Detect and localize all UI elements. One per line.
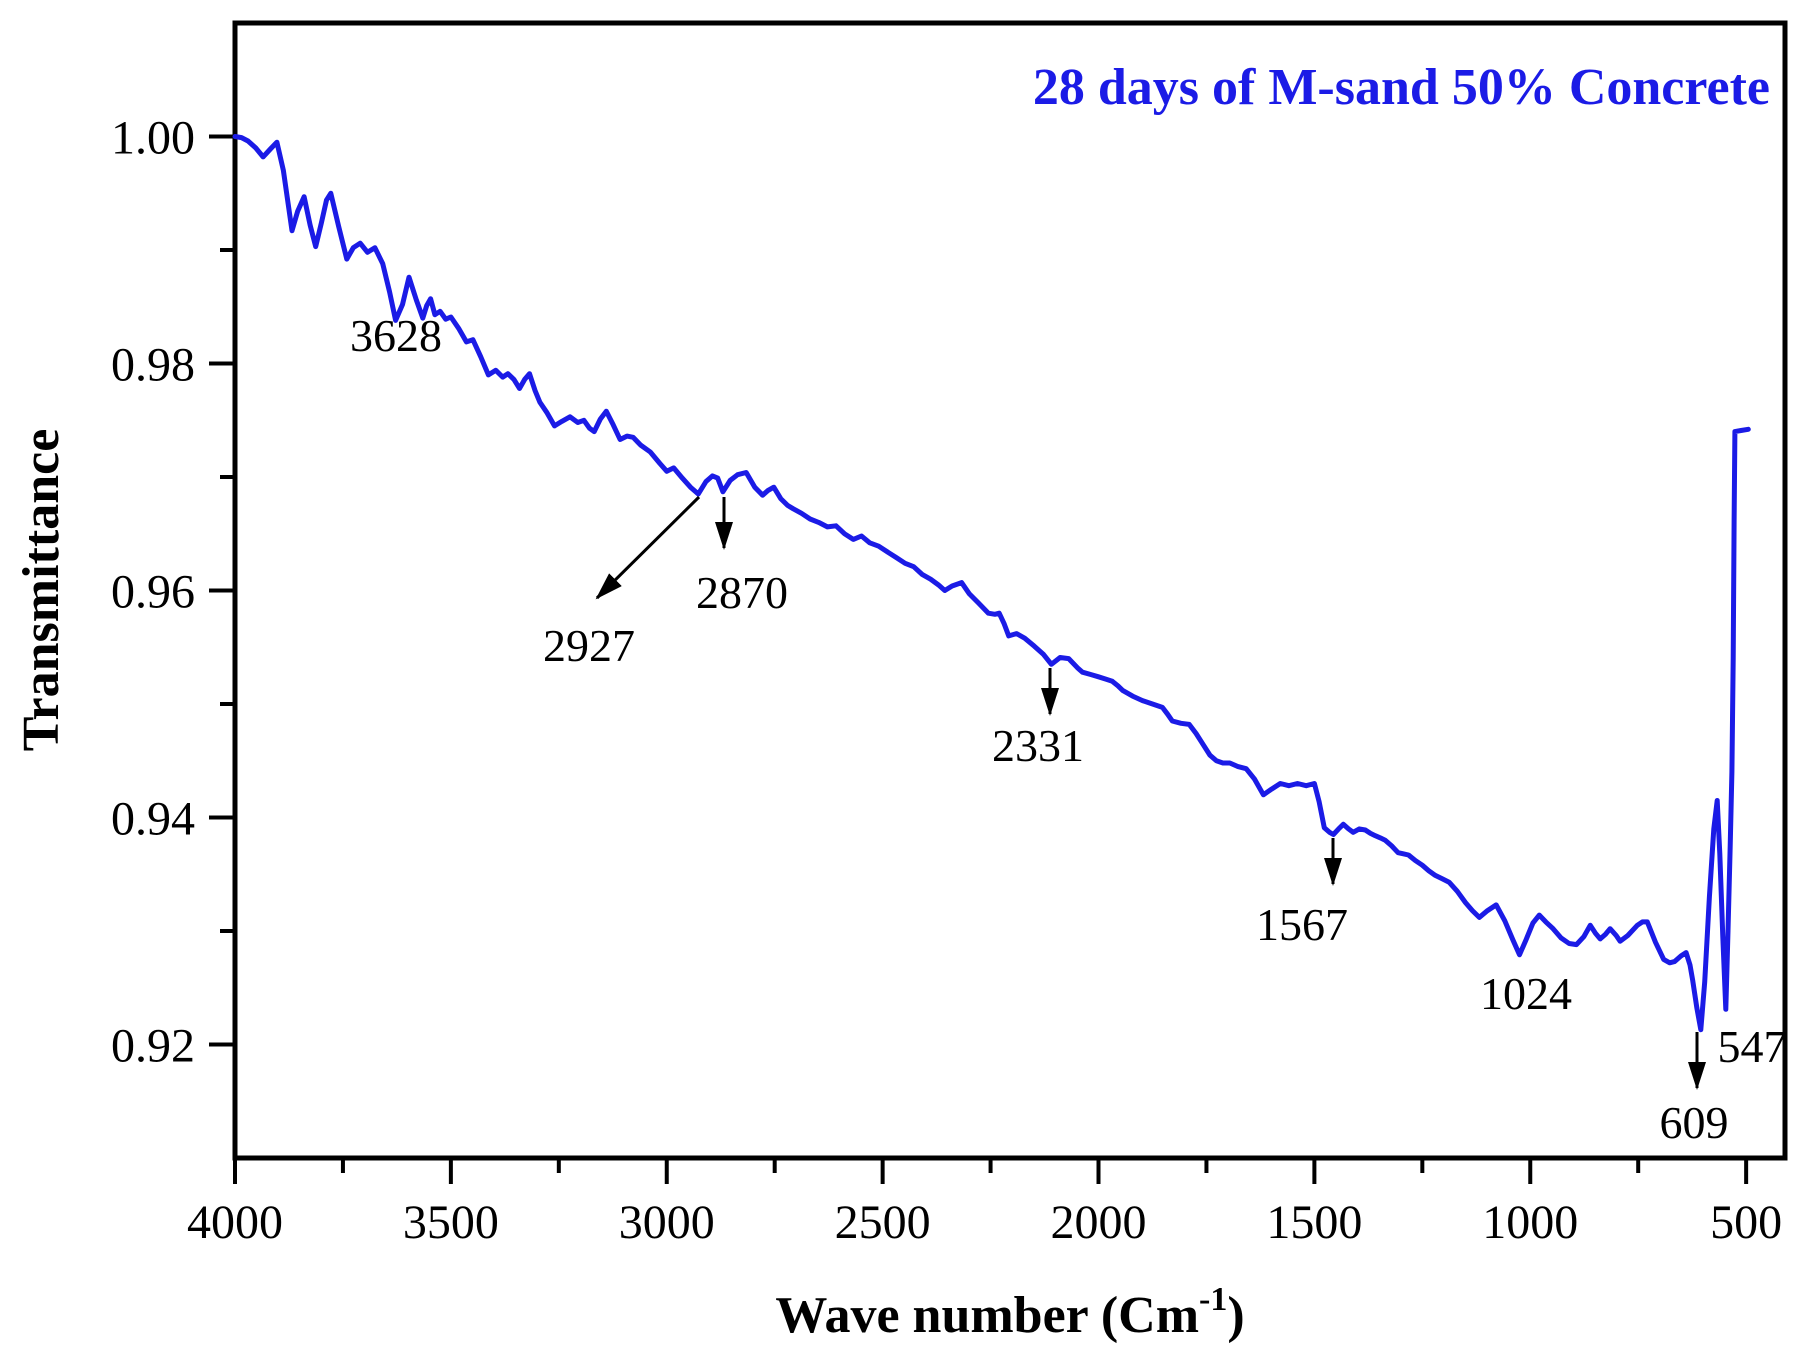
axis-ticks: 4000 3500 3000 2500 2000 1500 1000 500 1.00 0.98 0… xyxy=(111,112,1782,1250)
spectrum-series xyxy=(232,134,1751,1033)
peak-arrow xyxy=(595,495,701,600)
peak-label: 2927 xyxy=(543,620,635,671)
x-axis-tick-label: 3500 xyxy=(403,1196,499,1249)
x-axis-title: Wave number (Cm-1) xyxy=(775,1281,1244,1344)
y-axis-tick-label: 0.94 xyxy=(111,793,195,846)
y-axis-tick-label: 1.00 xyxy=(111,112,195,165)
x-axis-tick-label: 1500 xyxy=(1266,1196,1362,1249)
x-axis-title-main: Wave number (Cm xyxy=(775,1287,1199,1344)
x-axis-tick-label: 500 xyxy=(1710,1196,1782,1249)
peak-label: 547 xyxy=(1718,1021,1787,1072)
y-axis-tick-label: 0.92 xyxy=(111,1020,195,1073)
y-axis-tick-label: 0.98 xyxy=(111,339,195,392)
chart-title: 28 days of M-sand 50% Concrete xyxy=(1033,59,1770,116)
spectrum-line xyxy=(232,134,1751,1033)
peak-label: 2870 xyxy=(696,567,788,618)
x-axis-tick-label: 4000 xyxy=(187,1196,283,1249)
x-axis-title-superscript: -1 xyxy=(1199,1281,1227,1318)
y-axis-title: Transmittance xyxy=(13,429,70,752)
x-axis-tick-label: 1000 xyxy=(1482,1196,1578,1249)
peak-label: 3628 xyxy=(350,310,442,361)
peak-label: 609 xyxy=(1660,1097,1729,1148)
x-axis-tick-label: 3000 xyxy=(619,1196,715,1249)
x-axis-title-close: ) xyxy=(1227,1287,1244,1344)
peak-label: 2331 xyxy=(992,720,1084,771)
x-axis-tick-label: 2500 xyxy=(835,1196,931,1249)
x-axis-tick-label: 2000 xyxy=(1051,1196,1147,1249)
peak-annotations: 3628 2927 2870 2331 1567 1024 609 547 xyxy=(350,310,1787,1148)
peak-label: 1024 xyxy=(1480,968,1572,1019)
peak-label: 1567 xyxy=(1256,899,1348,950)
y-axis-tick-label: 0.96 xyxy=(111,566,195,619)
